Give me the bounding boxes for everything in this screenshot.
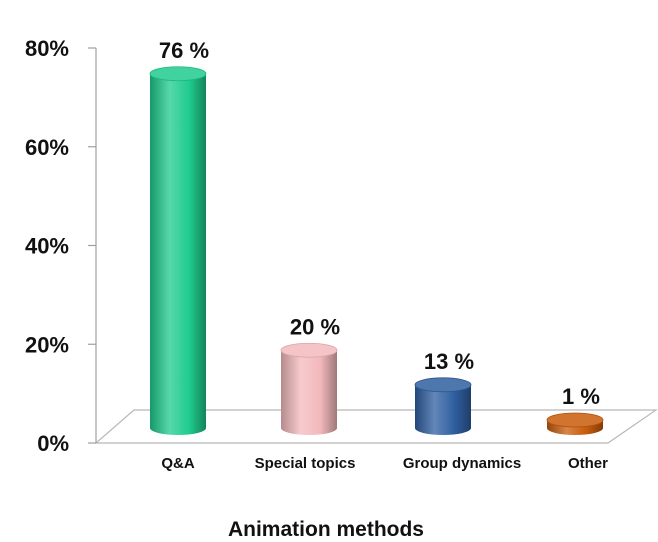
bar-q-a: 76 % [149, 38, 209, 435]
data-label: 13 % [424, 349, 474, 374]
data-label: 76 % [159, 38, 209, 63]
data-label: 1 % [562, 384, 600, 409]
bar-body [415, 384, 471, 435]
y-ticks: 0% 20% 40% 60% 80% [25, 36, 96, 456]
y-tick-label: 80% [25, 36, 69, 61]
bar-body [150, 73, 206, 435]
bars: 76 % 20 % 13 % 1 % [149, 38, 604, 435]
x-axis-title: Animation methods [228, 518, 424, 541]
bar-special-topics: 20 % [280, 314, 340, 435]
y-tick-label: 60% [25, 135, 69, 160]
bar-group-dynamics: 13 % [414, 349, 474, 435]
x-category-label: Other [568, 455, 608, 472]
y-tick-label: 0% [37, 431, 69, 456]
bar-top [546, 412, 604, 428]
y-tick-label: 40% [25, 234, 69, 259]
bar-other: 1 % [546, 384, 604, 435]
bar-top [149, 66, 207, 82]
y-axis: 0% 20% 40% 60% 80% [25, 36, 97, 456]
x-category-label: Special topics [255, 455, 356, 472]
bar-top [280, 342, 338, 358]
x-category-label: Q&A [161, 455, 195, 472]
floor-plane [94, 409, 658, 444]
y-tick-label: 20% [25, 332, 69, 357]
x-categories: Q&A Special topics Group dynamics Other [161, 455, 608, 472]
data-label: 20 % [290, 314, 340, 339]
bar-top [414, 377, 472, 393]
bar-body [281, 350, 337, 435]
x-category-label: Group dynamics [403, 455, 521, 472]
